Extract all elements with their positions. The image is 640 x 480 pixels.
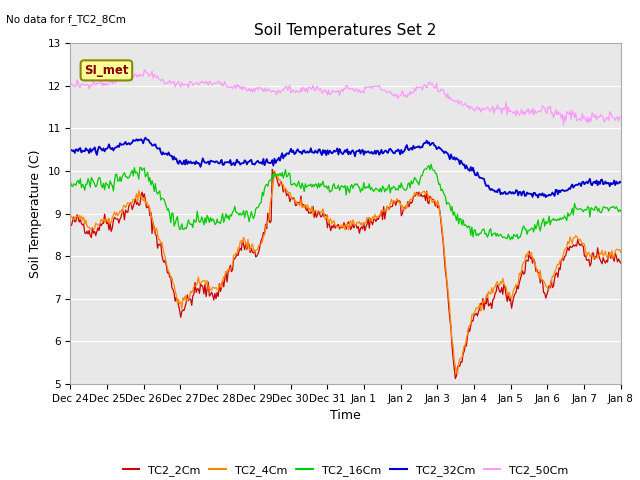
TC2_16Cm [67,178,74,184]
TC2_50Cm [329,88,337,94]
TC2_4Cm [67,212,74,218]
Line: TC2_32Cm: TC2_32Cm [70,138,621,198]
TC2_2Cm [332,224,340,229]
TC2_32Cm [67,148,74,154]
Y-axis label: Soil Temperature (C): Soil Temperature (C) [29,149,42,278]
TC2_4Cm [452,370,460,376]
TC2_50Cm [519,111,527,117]
TC2_50Cm [617,115,625,121]
TC2_50Cm [559,122,567,128]
TC2_16Cm [394,187,402,193]
TC2_4Cm [520,260,527,265]
TC2_32Cm [329,150,337,156]
TC2_16Cm [428,161,435,167]
TC2_16Cm [332,185,339,191]
TC2_2Cm [365,225,373,231]
TC2_32Cm [396,148,403,154]
TC2_16Cm [328,188,335,193]
Text: No data for f_TC2_8Cm: No data for f_TC2_8Cm [6,14,126,25]
TC2_4Cm [332,223,340,228]
TC2_50Cm [140,67,148,73]
TC2_2Cm [329,225,337,231]
Line: TC2_16Cm: TC2_16Cm [70,164,621,240]
TC2_4Cm [396,199,403,204]
Legend: TC2_2Cm, TC2_4Cm, TC2_16Cm, TC2_32Cm, TC2_50Cm: TC2_2Cm, TC2_4Cm, TC2_16Cm, TC2_32Cm, TC… [118,461,573,480]
TC2_4Cm [617,250,625,255]
TC2_2Cm [268,167,276,172]
TC2_16Cm [364,185,372,191]
TC2_50Cm [606,108,614,114]
TC2_50Cm [332,88,340,94]
TC2_32Cm [617,180,625,185]
Text: SI_met: SI_met [84,64,129,77]
TC2_4Cm [365,215,373,220]
TC2_4Cm [329,219,337,225]
TC2_16Cm [520,223,527,229]
TC2_32Cm [519,190,527,195]
TC2_32Cm [141,135,149,141]
TC2_2Cm [606,252,614,258]
TC2_50Cm [365,84,373,90]
TC2_2Cm [520,271,527,277]
Title: Soil Temperatures Set 2: Soil Temperatures Set 2 [255,23,436,38]
TC2_4Cm [271,168,278,174]
TC2_32Cm [365,150,373,156]
TC2_50Cm [396,94,403,99]
TC2_32Cm [534,195,542,201]
TC2_32Cm [332,148,340,154]
TC2_16Cm [606,205,614,211]
TC2_16Cm [617,208,625,214]
Line: TC2_4Cm: TC2_4Cm [70,171,621,373]
TC2_16Cm [507,237,515,243]
TC2_2Cm [396,198,403,204]
TC2_2Cm [451,376,459,382]
TC2_50Cm [67,81,74,87]
TC2_2Cm [617,260,625,266]
TC2_4Cm [606,249,614,255]
X-axis label: Time: Time [330,409,361,422]
TC2_2Cm [67,222,74,228]
TC2_32Cm [606,183,614,189]
Line: TC2_2Cm: TC2_2Cm [70,169,621,379]
Line: TC2_50Cm: TC2_50Cm [70,70,621,125]
